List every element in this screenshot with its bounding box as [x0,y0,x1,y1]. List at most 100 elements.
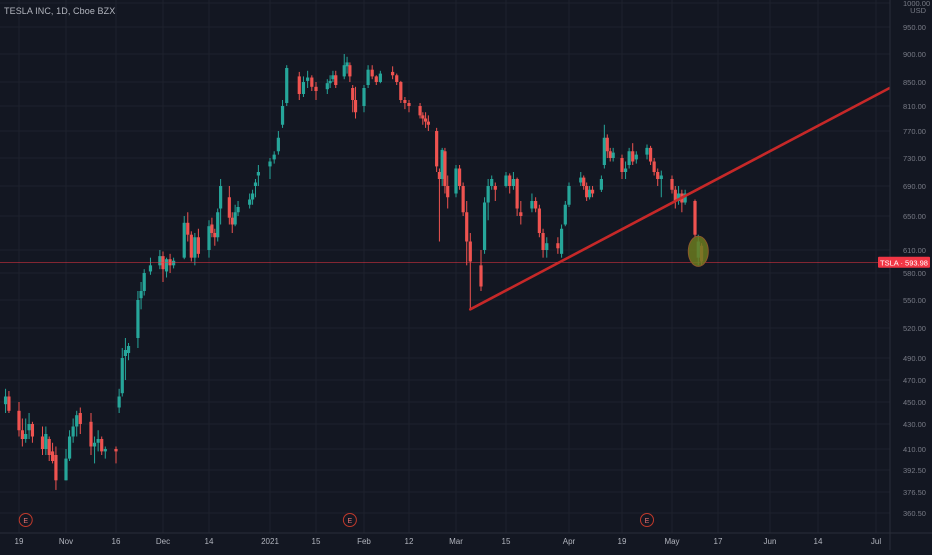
candle-body [486,186,490,203]
date-tick-label: 17 [714,537,723,546]
candle-body [219,186,223,209]
candle-body [605,137,609,152]
price-tick-label: 810.00 [903,102,926,111]
candle [585,182,589,201]
price-tick-label: 392.50 [903,466,926,475]
candle [659,170,663,198]
candle-body [227,197,231,218]
candle-body [370,69,374,77]
price-tick-label: 770.00 [903,127,926,136]
candle [391,66,395,80]
candle-body [504,175,508,186]
candle-body [508,175,512,186]
candle [189,231,193,262]
candle-body [418,106,422,116]
price-axis[interactable]: 1000.00 950.00 900.00 850.00 810.00 770.00 730… [878,0,932,550]
candle [227,186,231,225]
candle-body [285,68,289,103]
candle-body [479,265,483,287]
candle [582,175,586,190]
earnings-marker[interactable]: E [640,513,654,527]
candle [210,217,214,238]
last-price-badge: TSLA · 593.98 [878,256,930,268]
price-tick-label: 376.50 [903,488,926,497]
candle-body [331,75,335,80]
candle [161,251,165,282]
candle [158,250,162,270]
candle [250,189,255,205]
candle-body [40,436,45,449]
candle-body [585,186,589,198]
candle [164,257,169,278]
candle-body [123,350,127,356]
candle [437,168,442,242]
candle-body [426,121,430,125]
candle-body [189,234,193,258]
candle [285,65,289,106]
candle-body [24,434,28,439]
price-tick-label: 610.00 [903,246,926,255]
candle [468,233,472,310]
candle-body [276,137,280,152]
candle-body [348,65,352,77]
candle [504,172,508,188]
time-axis[interactable]: 19 Nov 16 Dec 14 2021 15 Feb 12 Mar 15 Apr 19 May 17 Ju… [0,532,932,546]
earnings-icon[interactable] [640,513,654,527]
candle [648,145,653,165]
date-tick-label: 12 [405,537,414,546]
price-tick-label: 430.00 [903,420,926,429]
candle-body [230,217,234,225]
candle [608,147,612,162]
price-tick-label: 900.00 [903,50,926,59]
candle [620,154,624,179]
candle-body [351,88,355,100]
candle-body [465,212,469,242]
last-price-badge-label: TSLA · 593.98 [880,258,928,267]
earnings-icon[interactable] [18,513,33,527]
candle-body [236,207,240,213]
candle-body [656,172,660,179]
candle [486,179,490,221]
candle [136,291,140,348]
earnings-marker[interactable]: E [342,513,357,527]
candle [631,143,635,165]
candle-body [325,83,329,90]
candle [465,201,469,266]
candle-body [92,442,97,447]
candle-body [334,75,338,85]
candle [443,147,447,194]
candle [588,186,592,200]
candle [435,127,439,172]
candle [236,201,240,216]
candle-body [541,233,545,250]
candle [362,85,366,113]
earnings-marker[interactable]: E [18,513,33,527]
candle [418,103,422,119]
candle [67,430,72,461]
candle-body [136,300,140,338]
earnings-icon[interactable] [342,513,357,527]
candle-body [652,161,656,172]
date-tick-label: Nov [59,537,73,546]
candle [272,151,276,164]
candle [656,168,660,186]
candle-body [100,439,104,452]
trendline[interactable] [468,86,891,311]
candle [454,165,458,198]
candle-body [207,226,211,250]
candle-body [493,186,497,190]
candle-body [314,86,318,91]
candle [3,388,8,413]
candle-body [673,189,677,201]
highlight-ellipse[interactable] [687,235,709,267]
candle [446,175,450,209]
candle-body [648,147,653,162]
candle-body [353,100,358,113]
candle-body [71,426,75,437]
candle [457,165,462,190]
candle-body [256,172,260,176]
candle [123,338,127,380]
candle-body [435,131,439,167]
